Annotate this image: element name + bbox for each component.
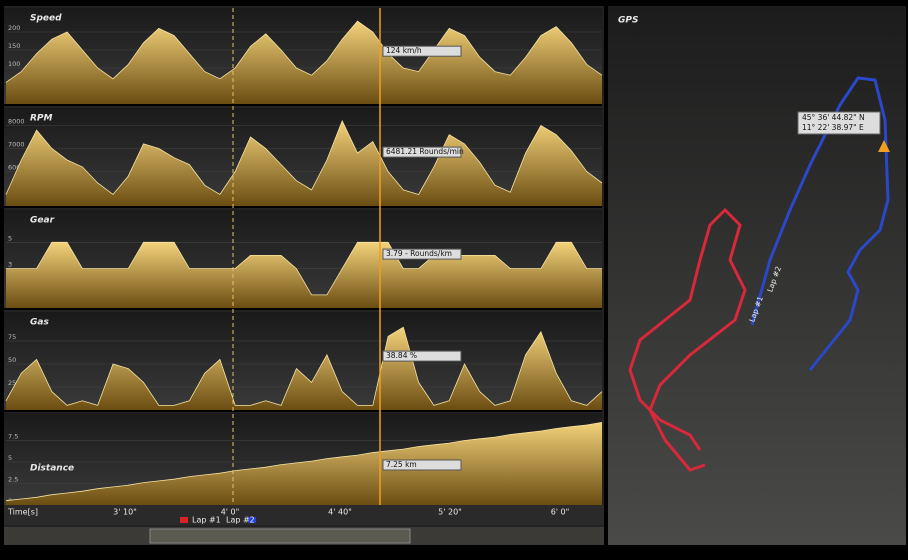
gps-lon: 11° 22' 38.97" E bbox=[802, 123, 864, 132]
y-tick-label: 25 bbox=[8, 379, 16, 387]
chart-title: Gas bbox=[30, 318, 49, 328]
readout-box bbox=[382, 350, 462, 362]
y-tick-label: 7.5 bbox=[8, 433, 18, 441]
line bbox=[5, 119, 603, 196]
y-tick-label: 6000 bbox=[8, 164, 25, 172]
legend-swatch bbox=[248, 517, 256, 523]
legend-swatch bbox=[180, 517, 188, 523]
line bbox=[5, 422, 603, 502]
time-tick-label: 6' 0" bbox=[551, 508, 570, 517]
scrub-window[interactable] bbox=[149, 528, 411, 544]
line bbox=[6, 241, 602, 296]
y-tick-label: 7000 bbox=[8, 141, 25, 149]
area bbox=[6, 21, 602, 105]
chart-title: Gear bbox=[30, 216, 55, 226]
coord-box bbox=[797, 111, 881, 135]
line bbox=[5, 326, 603, 406]
area bbox=[6, 422, 602, 505]
readout-box bbox=[382, 146, 462, 158]
time-tick-label: 5' 20" bbox=[438, 508, 462, 517]
gps-lat: 45° 36' 44.82" N bbox=[802, 113, 865, 122]
readout: 3.79 - Rounds/km bbox=[386, 249, 452, 258]
lap2-track bbox=[750, 76, 890, 371]
time-tick-label: 3' 10" bbox=[113, 508, 137, 517]
readout-box bbox=[382, 45, 462, 57]
area bbox=[6, 327, 602, 410]
legend-label: Lap #1 bbox=[192, 516, 221, 525]
y-tick-label: 50 bbox=[8, 356, 16, 364]
chart-title: Distance bbox=[30, 464, 74, 474]
y-tick-label: 2.5 bbox=[8, 476, 18, 484]
gps-panel bbox=[608, 6, 906, 545]
y-tick-label: 200 bbox=[8, 24, 20, 32]
time-axis-label: Time[s] bbox=[7, 508, 38, 517]
readout: 6481.21 Rounds/min bbox=[386, 147, 464, 156]
car-marker bbox=[878, 140, 890, 152]
y-tick-label: 8000 bbox=[8, 118, 25, 126]
readout: 38.84 % bbox=[386, 351, 417, 360]
time-tick-label: 4' 0" bbox=[221, 508, 240, 517]
y-tick-label: 5 bbox=[8, 454, 12, 462]
chart-title: Speed bbox=[30, 14, 62, 24]
readout-box bbox=[382, 459, 462, 471]
line bbox=[5, 20, 603, 83]
gps-title: GPS bbox=[618, 16, 638, 26]
time-tick-label: 4' 40" bbox=[328, 508, 352, 517]
y-tick-label: 5 bbox=[8, 234, 12, 242]
readout: 7.25 km bbox=[386, 460, 417, 469]
area bbox=[6, 120, 602, 206]
chart-title: RPM bbox=[30, 114, 53, 124]
y-tick-label: 75 bbox=[8, 333, 16, 341]
y-tick-label: 150 bbox=[8, 42, 20, 50]
legend-label: Lap #2 bbox=[226, 516, 255, 525]
y-tick-label: 100 bbox=[8, 60, 20, 68]
time-axis bbox=[4, 505, 604, 525]
charts: 50100150200Speed124 km/h5000600070008000… bbox=[4, 8, 603, 507]
readout-box bbox=[382, 248, 462, 260]
readout: 124 km/h bbox=[386, 46, 422, 55]
lap1-track bbox=[628, 207, 747, 472]
y-tick-label: 3 bbox=[8, 261, 12, 269]
